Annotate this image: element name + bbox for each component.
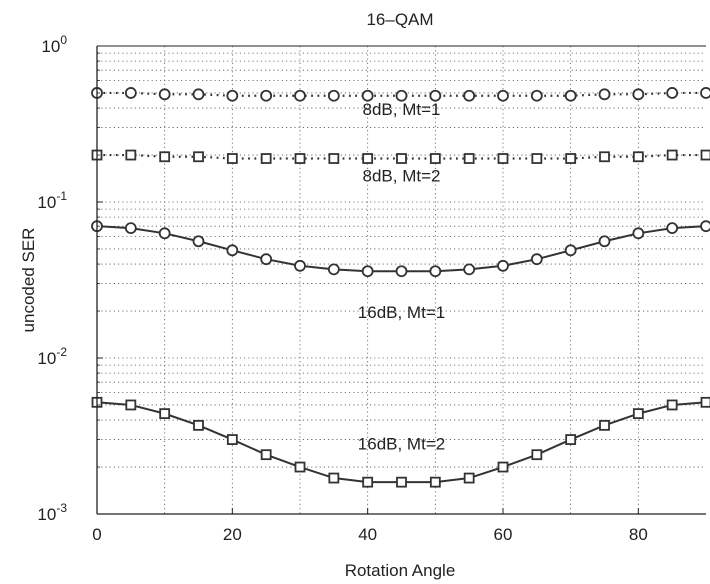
data-point-square xyxy=(463,472,475,484)
x-axis-label: Rotation Angle xyxy=(345,561,456,580)
data-point-square xyxy=(531,153,543,164)
data-point-circle xyxy=(294,89,306,102)
data-point-square xyxy=(599,419,610,431)
annotation-label: 16dB, Mt=2 xyxy=(358,434,445,453)
series-1 xyxy=(91,87,710,102)
data-point-square xyxy=(328,472,340,484)
data-point-circle xyxy=(429,265,442,278)
data-point-circle xyxy=(530,253,543,266)
data-point-circle xyxy=(361,265,374,278)
y-tick-label: 10-3 xyxy=(37,501,67,524)
data-point-square xyxy=(599,151,610,163)
tick-labels: 0 20 40 60 80 100 10-1 10-2 10-3 xyxy=(37,33,647,544)
y-tick-label: 10-2 xyxy=(37,345,67,368)
x-tick-label: 0 xyxy=(92,525,101,544)
data-point-square xyxy=(193,419,204,431)
data-point-circle xyxy=(192,235,205,248)
data-point-circle xyxy=(158,227,171,240)
y-tick-label: 10-1 xyxy=(37,189,67,212)
data-point-circle xyxy=(226,89,239,102)
data-point-square xyxy=(125,399,137,411)
annotation-label: 16dB, Mt=1 xyxy=(358,303,445,322)
data-point-square xyxy=(666,149,678,161)
data-point-circle xyxy=(294,259,306,272)
data-point-circle xyxy=(395,89,408,102)
data-point-circle xyxy=(463,89,476,102)
data-point-square xyxy=(497,461,509,473)
data-point-square xyxy=(159,408,171,420)
data-point-square xyxy=(463,153,475,164)
data-point-circle xyxy=(598,235,611,248)
data-point-circle xyxy=(564,89,577,102)
data-point-square xyxy=(159,151,171,163)
data-point-circle xyxy=(429,89,442,102)
axes xyxy=(96,45,706,515)
data-point-circle xyxy=(497,259,509,272)
data-point-circle xyxy=(124,222,137,235)
data-point-square xyxy=(429,476,441,488)
x-tick-label: 60 xyxy=(494,525,513,544)
data-point-square xyxy=(362,476,374,488)
x-tick-label: 20 xyxy=(223,525,242,544)
data-point-circle xyxy=(598,88,611,101)
data-point-square xyxy=(396,476,407,488)
data-point-circle xyxy=(666,87,679,99)
y-axis-label: uncoded SER xyxy=(19,228,38,333)
data-point-circle xyxy=(327,89,340,102)
data-point-circle xyxy=(260,89,273,102)
data-point-circle xyxy=(361,89,374,102)
data-point-square xyxy=(125,149,137,161)
data-point-square xyxy=(531,449,543,461)
data-point-circle xyxy=(226,244,239,257)
y-tick-label: 100 xyxy=(41,33,67,56)
data-point-square xyxy=(294,461,306,473)
data-point-circle xyxy=(632,227,645,240)
data-point-circle xyxy=(632,88,645,101)
data-point-circle xyxy=(192,88,205,101)
series-3 xyxy=(91,220,710,278)
annotation-label: 8dB, Mt=2 xyxy=(363,167,441,186)
annotations: 8dB, Mt=1 8dB, Mt=2 16dB, Mt=1 16dB, Mt=2 xyxy=(358,100,445,453)
x-tick-label: 80 xyxy=(629,525,648,544)
data-point-square xyxy=(260,153,272,164)
data-point-square xyxy=(193,151,204,163)
data-point-square xyxy=(700,396,710,408)
data-point-circle xyxy=(327,263,340,276)
annotation-label: 8dB, Mt=1 xyxy=(363,100,441,119)
data-point-circle xyxy=(124,87,137,99)
data-point-square xyxy=(632,151,644,163)
x-tick-label: 40 xyxy=(358,525,377,544)
data-point-circle xyxy=(395,265,408,278)
data-point-square xyxy=(429,153,441,164)
data-point-square xyxy=(226,153,238,164)
data-point-circle xyxy=(700,87,710,99)
data-point-square xyxy=(362,153,374,164)
series-layer xyxy=(91,87,710,488)
data-point-circle xyxy=(530,89,543,102)
data-point-circle xyxy=(700,220,710,233)
data-point-circle xyxy=(463,263,476,276)
data-point-square xyxy=(666,399,678,411)
data-point-square xyxy=(700,149,710,161)
data-point-square xyxy=(632,408,644,420)
data-point-square xyxy=(497,153,509,164)
series-4 xyxy=(91,396,710,488)
series-2 xyxy=(91,149,710,164)
data-point-square xyxy=(294,153,306,164)
data-point-circle xyxy=(666,222,679,235)
data-point-square xyxy=(260,449,272,461)
data-point-circle xyxy=(497,89,509,102)
data-point-square xyxy=(565,153,577,164)
chart-title: 16–QAM xyxy=(366,10,433,29)
data-point-square xyxy=(396,153,407,164)
data-point-circle xyxy=(564,244,577,257)
data-point-square xyxy=(328,153,340,164)
data-point-circle xyxy=(158,88,171,101)
data-point-square xyxy=(226,434,238,445)
data-point-circle xyxy=(260,253,273,266)
data-point-square xyxy=(565,434,577,445)
